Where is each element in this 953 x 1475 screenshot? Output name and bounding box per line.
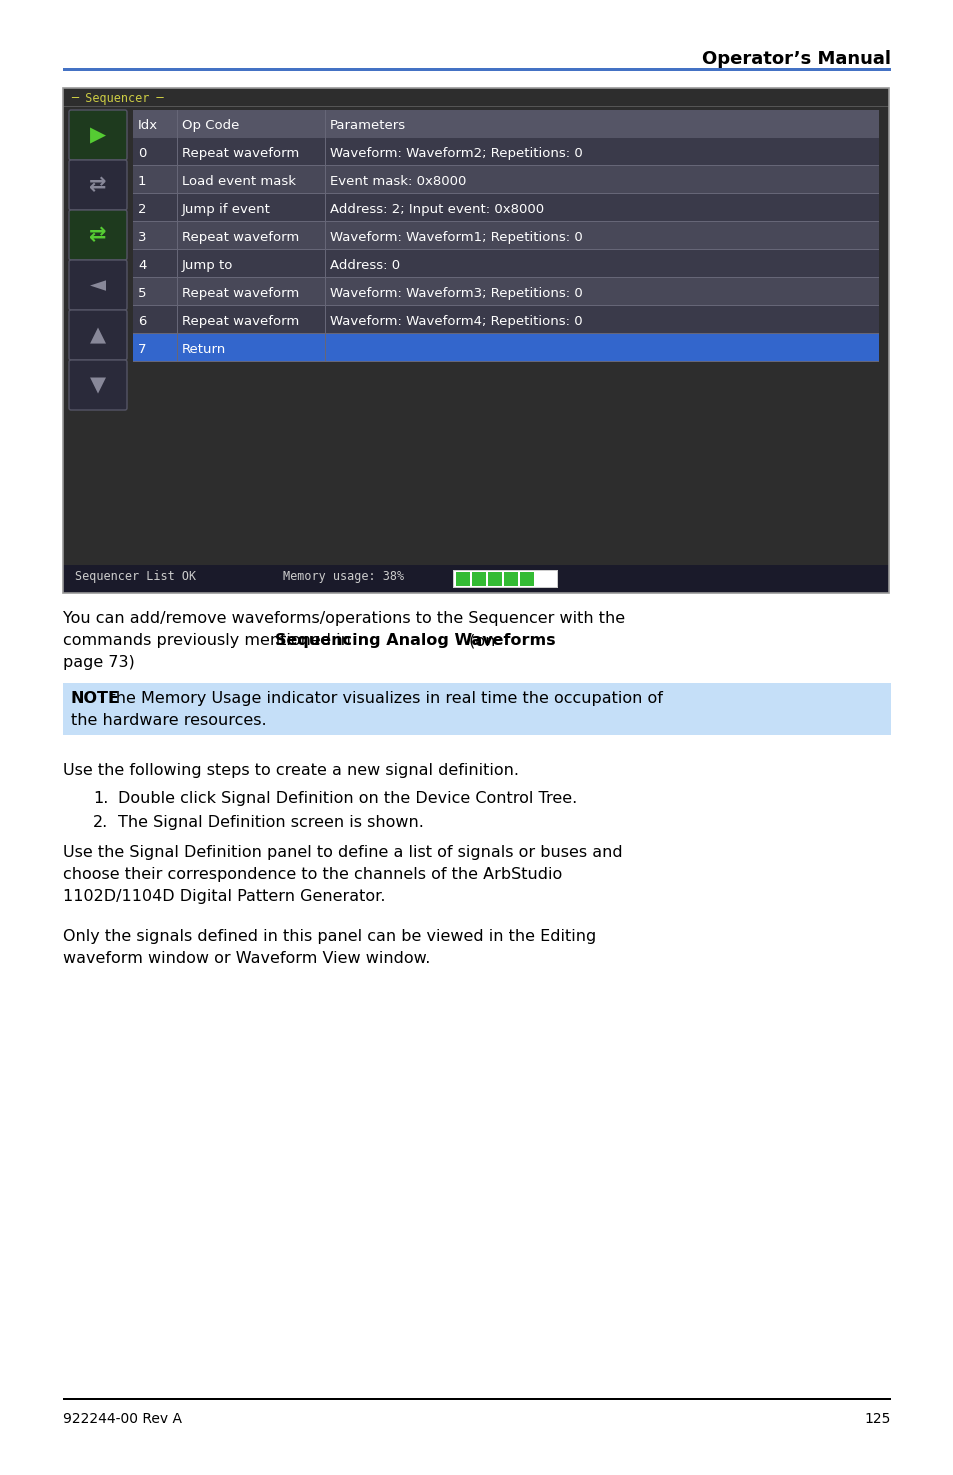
Text: Jump if event: Jump if event xyxy=(182,204,271,215)
Text: Repeat waveform: Repeat waveform xyxy=(182,148,299,159)
FancyBboxPatch shape xyxy=(69,209,127,260)
Bar xyxy=(132,167,878,195)
Text: 1: 1 xyxy=(138,176,147,187)
Text: NOTE: NOTE xyxy=(71,690,120,707)
Text: (on: (on xyxy=(463,633,495,648)
Bar xyxy=(132,195,878,223)
Text: 0: 0 xyxy=(138,148,146,159)
Text: 922244-00 Rev A: 922244-00 Rev A xyxy=(63,1412,182,1426)
Text: Load event mask: Load event mask xyxy=(182,176,295,187)
FancyBboxPatch shape xyxy=(69,159,127,209)
Text: Repeat waveform: Repeat waveform xyxy=(182,316,299,327)
FancyBboxPatch shape xyxy=(69,260,127,310)
Bar xyxy=(472,572,485,586)
Text: 2: 2 xyxy=(138,204,147,215)
Text: Idx: Idx xyxy=(138,119,158,131)
Text: 2.: 2. xyxy=(92,816,108,830)
Text: Repeat waveform: Repeat waveform xyxy=(182,288,299,299)
Text: Waveform: Waveform4; Repetitions: 0: Waveform: Waveform4; Repetitions: 0 xyxy=(330,316,582,327)
Text: Jump to: Jump to xyxy=(182,260,233,271)
Text: Event mask: 0x8000: Event mask: 0x8000 xyxy=(330,176,466,187)
Bar xyxy=(519,572,534,586)
Text: the hardware resources.: the hardware resources. xyxy=(71,712,266,729)
Text: 3: 3 xyxy=(138,232,147,243)
Text: Waveform: Waveform1; Repetitions: 0: Waveform: Waveform1; Repetitions: 0 xyxy=(330,232,582,243)
Text: 1102D/1104D Digital Pattern Generator.: 1102D/1104D Digital Pattern Generator. xyxy=(63,889,385,904)
Bar xyxy=(456,572,470,586)
Bar xyxy=(132,305,878,333)
Text: Address: 2; Input event: 0x8000: Address: 2; Input event: 0x8000 xyxy=(330,204,543,215)
Text: Return: Return xyxy=(182,344,226,355)
Text: 125: 125 xyxy=(863,1412,890,1426)
Text: Parameters: Parameters xyxy=(330,119,406,131)
Text: Double click Signal Definition on the Device Control Tree.: Double click Signal Definition on the De… xyxy=(118,791,577,805)
Text: ▼: ▼ xyxy=(90,375,106,395)
Text: ◄: ◄ xyxy=(90,274,106,295)
Bar xyxy=(503,572,517,586)
Text: 6: 6 xyxy=(138,316,146,327)
FancyBboxPatch shape xyxy=(69,111,127,159)
Text: 1.: 1. xyxy=(92,791,109,805)
Bar xyxy=(132,249,878,277)
Bar xyxy=(63,88,888,593)
Bar xyxy=(325,111,326,361)
Text: : the Memory Usage indicator visualizes in real time the occupation of: : the Memory Usage indicator visualizes … xyxy=(99,690,662,707)
Text: Waveform: Waveform2; Repetitions: 0: Waveform: Waveform2; Repetitions: 0 xyxy=(330,148,582,159)
Text: You can add/remove waveforms/operations to the Sequencer with the: You can add/remove waveforms/operations … xyxy=(63,611,624,625)
Text: choose their correspondence to the channels of the ArbStudio: choose their correspondence to the chann… xyxy=(63,867,561,882)
Text: ─ Sequencer ─: ─ Sequencer ─ xyxy=(71,91,164,105)
Text: Sequencer List OK: Sequencer List OK xyxy=(75,569,196,583)
FancyBboxPatch shape xyxy=(69,310,127,360)
Text: The Signal Definition screen is shown.: The Signal Definition screen is shown. xyxy=(118,816,423,830)
Bar xyxy=(132,333,878,361)
Text: waveform window or Waveform View window.: waveform window or Waveform View window. xyxy=(63,951,430,966)
Text: commands previously mentioned in: commands previously mentioned in xyxy=(63,633,355,648)
Text: Sequencing Analog Waveforms: Sequencing Analog Waveforms xyxy=(274,633,555,648)
Text: ▶: ▶ xyxy=(90,125,106,145)
Text: Memory usage: 38%: Memory usage: 38% xyxy=(283,569,404,583)
Text: ⇄: ⇄ xyxy=(90,226,107,245)
Bar xyxy=(132,139,878,167)
Text: Waveform: Waveform3; Repetitions: 0: Waveform: Waveform3; Repetitions: 0 xyxy=(330,288,582,299)
Text: Use the Signal Definition panel to define a list of signals or buses and: Use the Signal Definition panel to defin… xyxy=(63,845,622,860)
Bar xyxy=(453,569,558,589)
Text: 5: 5 xyxy=(138,288,147,299)
Bar xyxy=(63,565,888,593)
Text: page 73): page 73) xyxy=(63,655,134,670)
Text: Op Code: Op Code xyxy=(182,119,239,131)
Bar xyxy=(132,111,878,139)
FancyBboxPatch shape xyxy=(69,360,127,410)
Bar xyxy=(132,223,878,249)
Bar xyxy=(454,571,557,587)
Bar xyxy=(177,111,178,361)
Text: 4: 4 xyxy=(138,260,146,271)
Text: Repeat waveform: Repeat waveform xyxy=(182,232,299,243)
Bar xyxy=(63,88,888,593)
Text: ⇄: ⇄ xyxy=(90,176,107,195)
Text: Operator’s Manual: Operator’s Manual xyxy=(701,50,890,68)
Bar xyxy=(63,68,890,71)
Bar xyxy=(488,572,501,586)
Bar xyxy=(63,683,890,735)
Text: 7: 7 xyxy=(138,344,147,355)
Text: Only the signals defined in this panel can be viewed in the Editing: Only the signals defined in this panel c… xyxy=(63,929,596,944)
Text: Use the following steps to create a new signal definition.: Use the following steps to create a new … xyxy=(63,763,518,777)
Bar xyxy=(132,277,878,305)
Bar xyxy=(63,1398,890,1400)
Text: ▲: ▲ xyxy=(90,324,106,345)
Text: Address: 0: Address: 0 xyxy=(330,260,399,271)
